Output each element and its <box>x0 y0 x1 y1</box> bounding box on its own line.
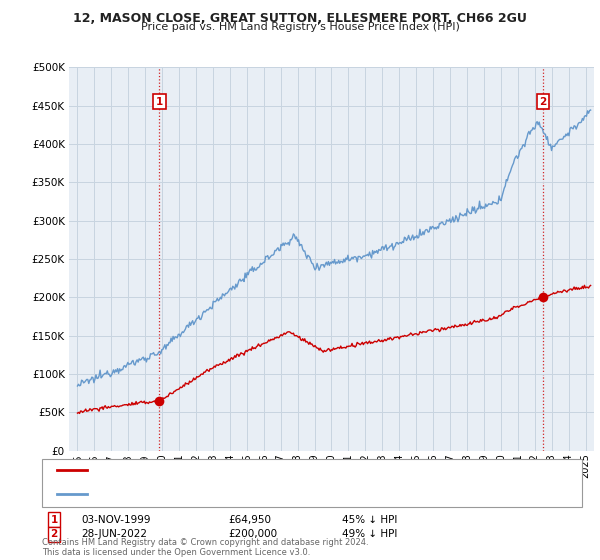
Text: HPI: Average price, detached house, Cheshire West and Chester: HPI: Average price, detached house, Ches… <box>93 490 398 499</box>
Text: 12, MASON CLOSE, GREAT SUTTON, ELLESMERE PORT, CH66 2GU (detached house): 12, MASON CLOSE, GREAT SUTTON, ELLESMERE… <box>93 466 489 475</box>
Text: 2: 2 <box>50 529 58 539</box>
Text: 1: 1 <box>156 97 163 107</box>
Text: 45% ↓ HPI: 45% ↓ HPI <box>342 515 397 525</box>
Text: 2: 2 <box>539 97 547 107</box>
Text: 1: 1 <box>50 515 58 525</box>
Text: 28-JUN-2022: 28-JUN-2022 <box>81 529 147 539</box>
Text: £64,950: £64,950 <box>228 515 271 525</box>
Text: 49% ↓ HPI: 49% ↓ HPI <box>342 529 397 539</box>
Text: Contains HM Land Registry data © Crown copyright and database right 2024.
This d: Contains HM Land Registry data © Crown c… <box>42 538 368 557</box>
Text: 03-NOV-1999: 03-NOV-1999 <box>81 515 151 525</box>
Text: £200,000: £200,000 <box>228 529 277 539</box>
Text: Price paid vs. HM Land Registry's House Price Index (HPI): Price paid vs. HM Land Registry's House … <box>140 22 460 32</box>
Text: 12, MASON CLOSE, GREAT SUTTON, ELLESMERE PORT, CH66 2GU: 12, MASON CLOSE, GREAT SUTTON, ELLESMERE… <box>73 12 527 25</box>
